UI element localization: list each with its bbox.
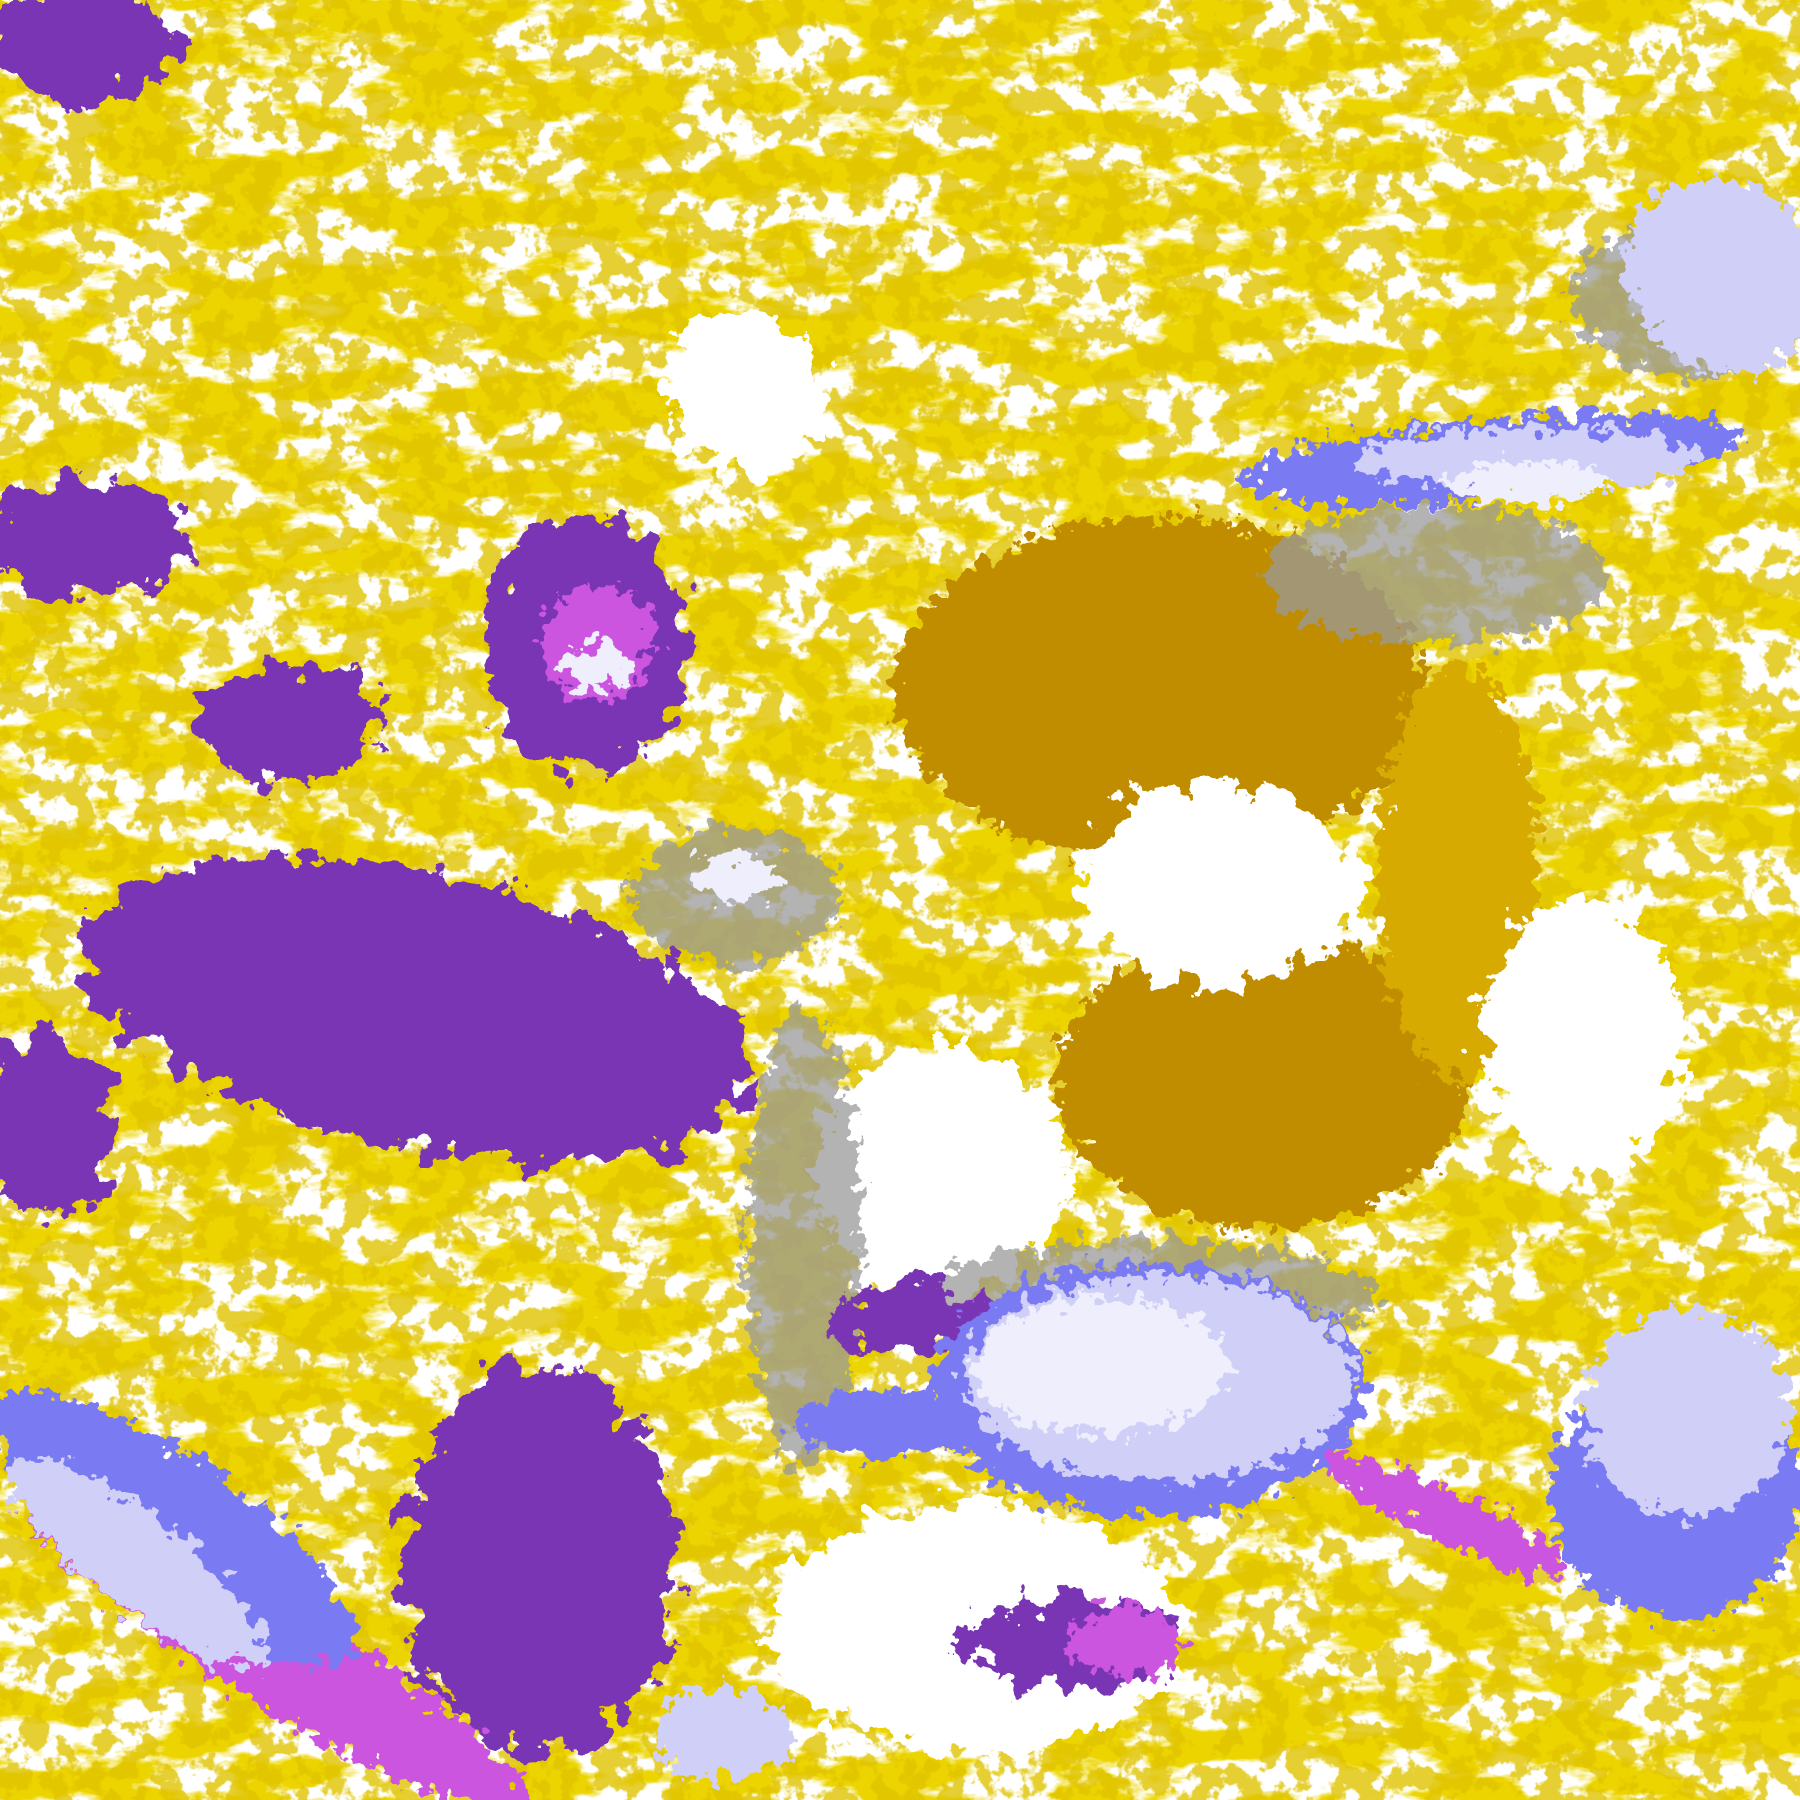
gold-mass-south (1056, 929, 1470, 1229)
pale-cloud-tops (562, 461, 1608, 1435)
